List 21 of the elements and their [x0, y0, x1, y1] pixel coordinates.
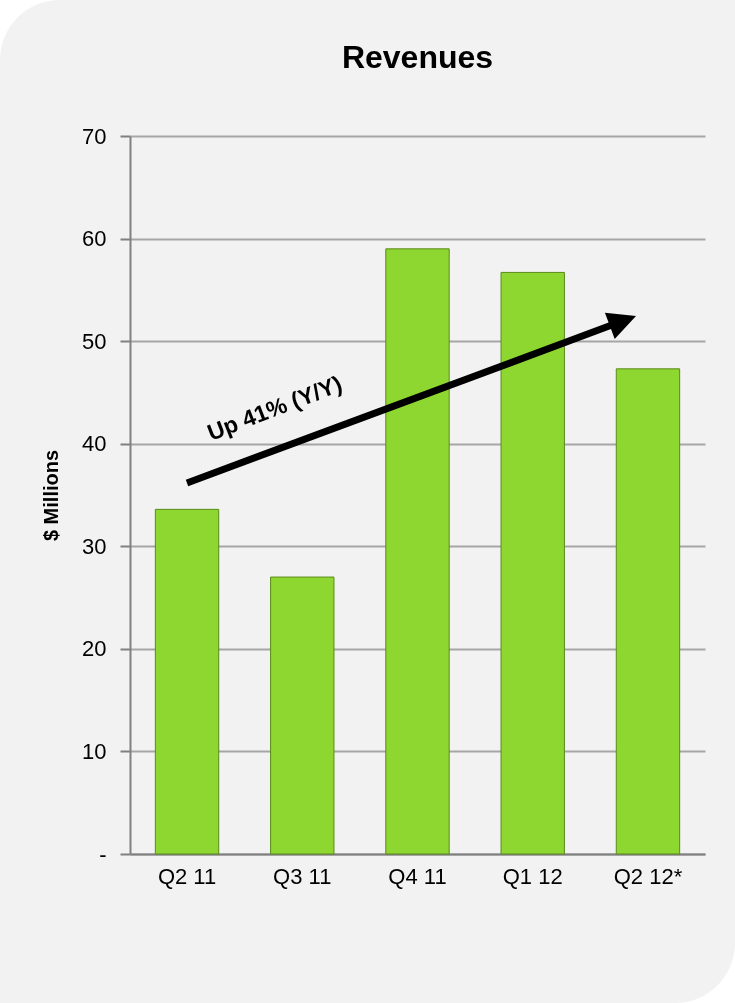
- x-tick-label: Q1 12: [502, 863, 563, 889]
- annotation: Up 41% (Y/Y): [203, 370, 346, 446]
- y-tick-label: 70: [82, 123, 107, 149]
- bar: [385, 248, 450, 855]
- y-axis-title: $ Millions: [40, 449, 63, 542]
- bar: [615, 368, 681, 855]
- y-tick-label: 30: [82, 533, 107, 559]
- bar: [500, 271, 565, 855]
- x-tick-label: Q4 11: [388, 863, 447, 889]
- y-tick-label: 20: [82, 636, 107, 662]
- y-tick-label: 10: [82, 738, 107, 764]
- y-tick-label: 40: [82, 431, 107, 457]
- y-tick-label: 60: [82, 226, 107, 252]
- x-tick-label: Q3 11: [273, 863, 332, 889]
- bar: [154, 508, 220, 855]
- bar: [270, 576, 335, 855]
- x-tick-label: Q2 12*: [613, 863, 683, 889]
- y-tick-label: -: [99, 841, 107, 867]
- chart-title: Revenues: [341, 39, 494, 75]
- y-tick-label: 50: [82, 328, 107, 354]
- x-tick-label: Q2 11: [157, 863, 217, 889]
